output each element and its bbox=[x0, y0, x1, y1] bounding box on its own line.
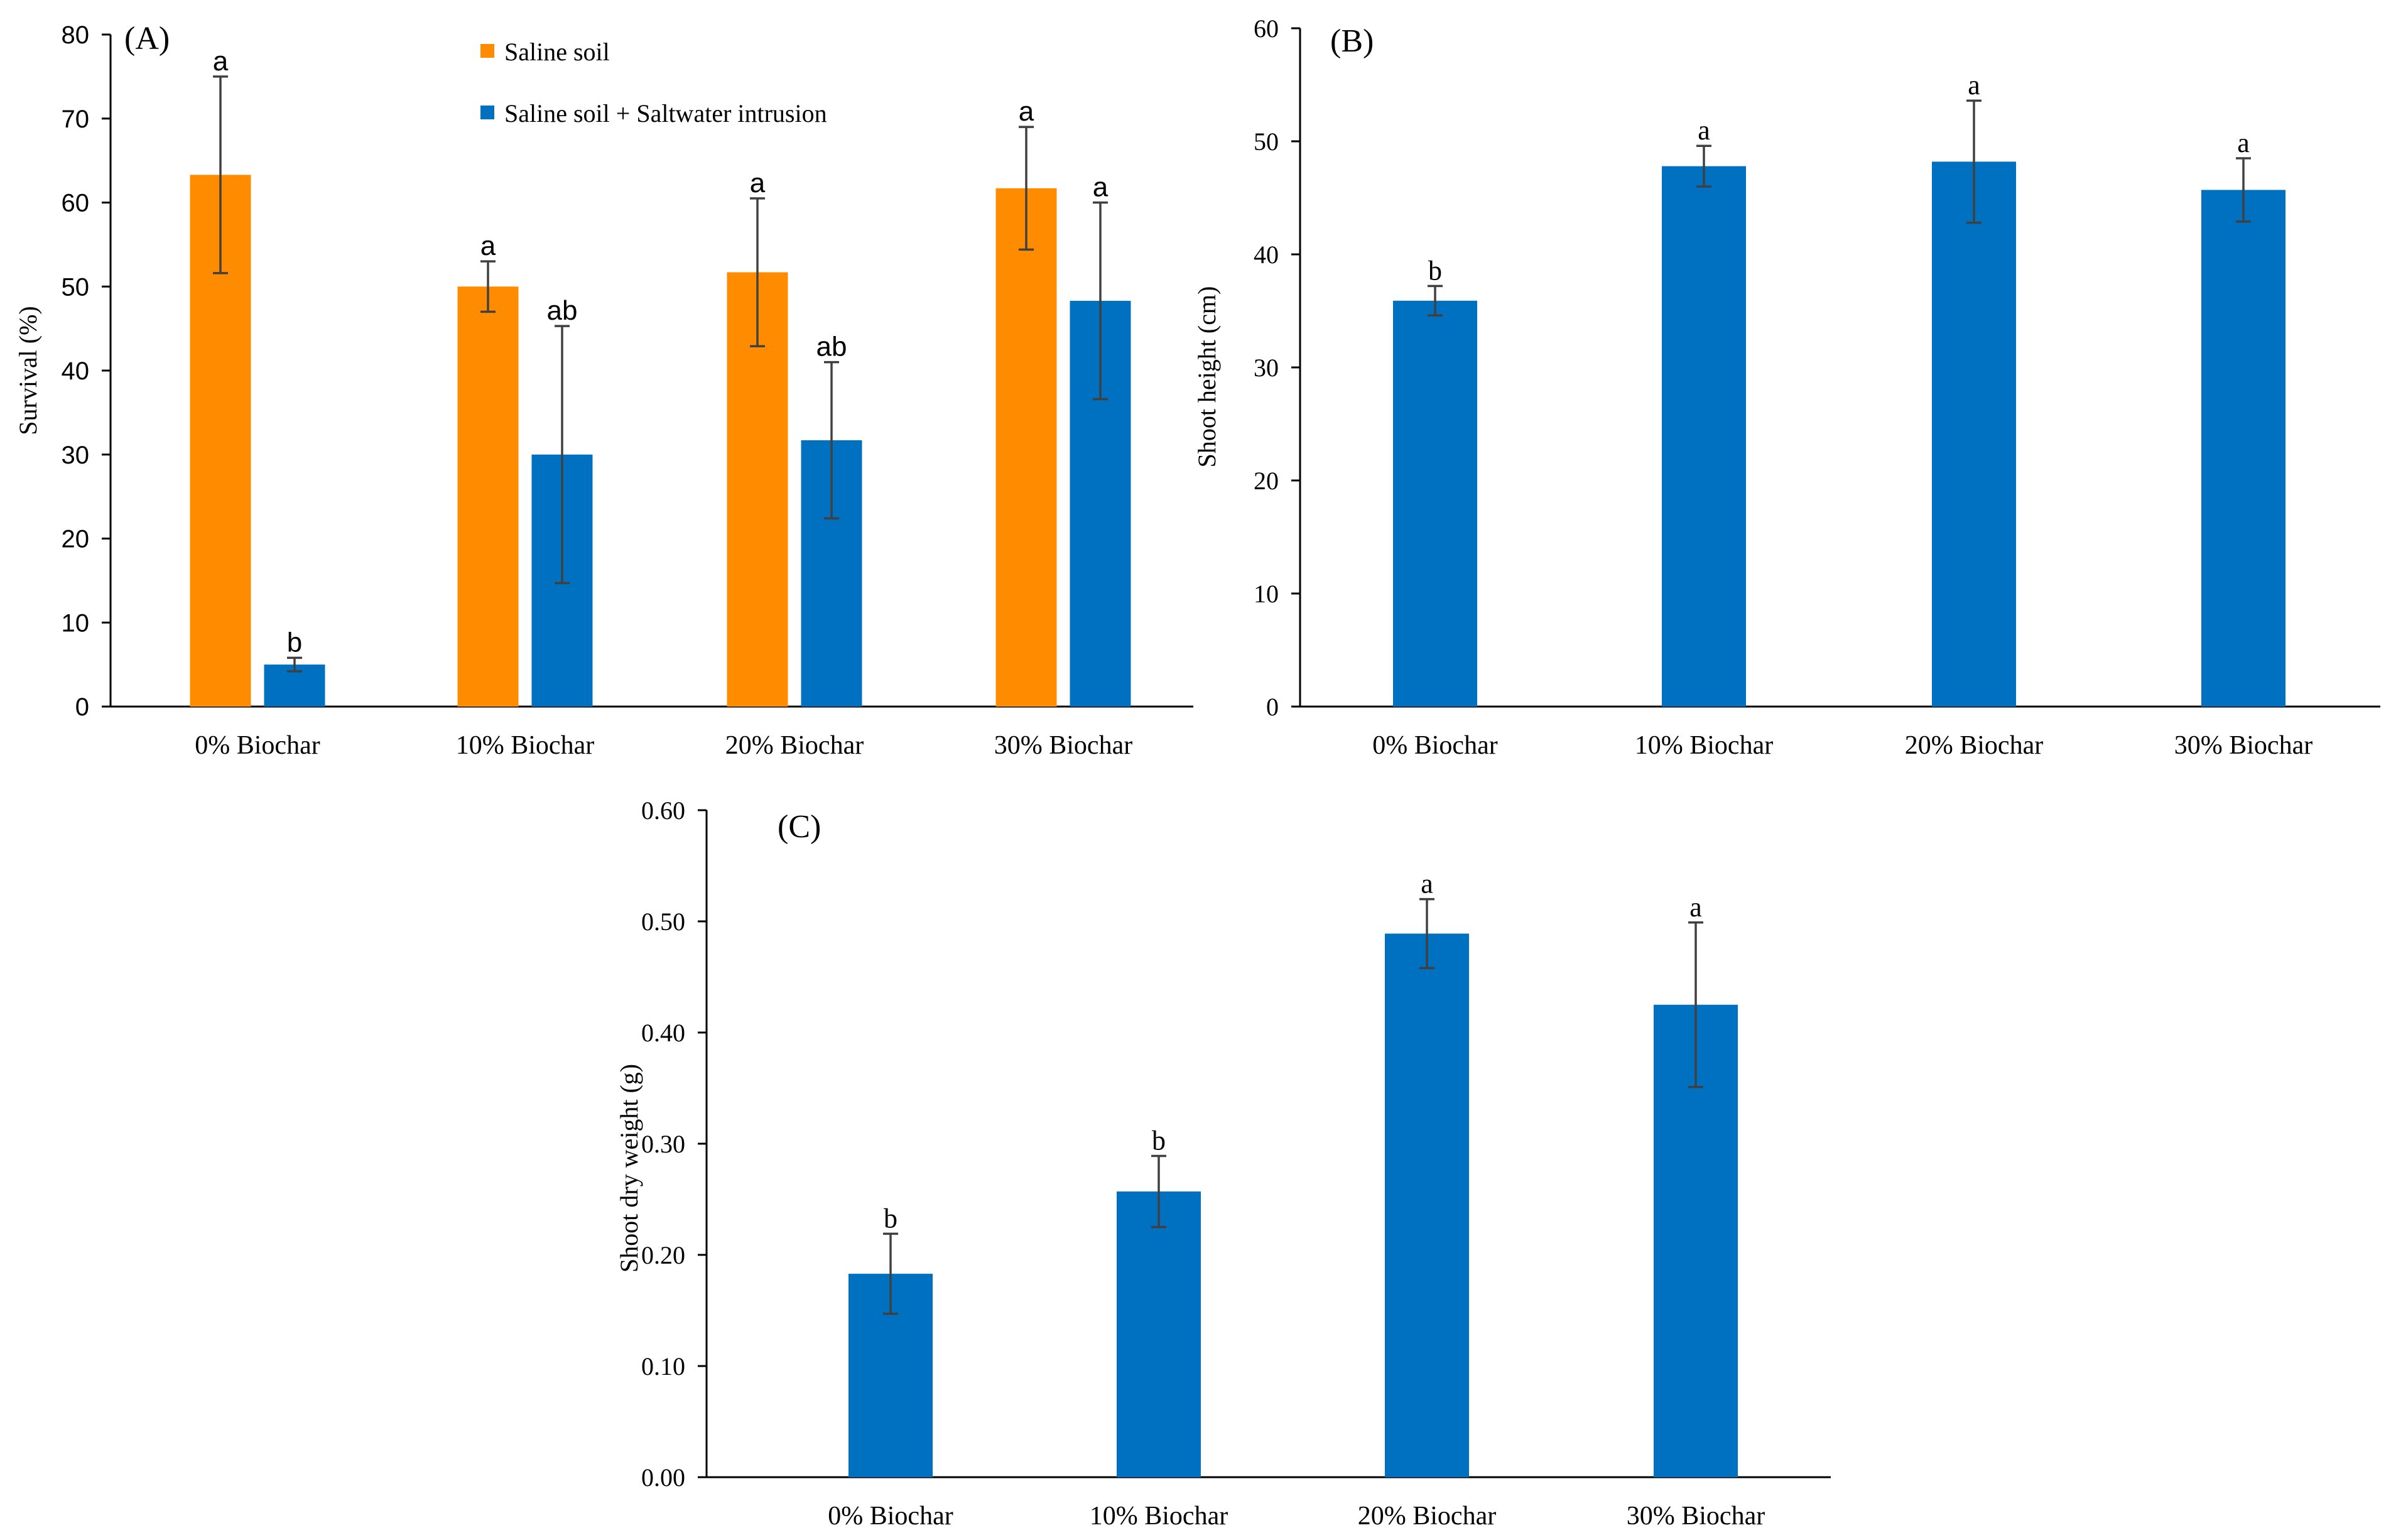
bar bbox=[2201, 190, 2285, 707]
significance-label: ab bbox=[547, 295, 578, 326]
y-tick-label: 40 bbox=[62, 357, 90, 385]
significance-label: a bbox=[2237, 127, 2250, 158]
panel-c-plot: 0.00 0.10 0.20 0.30 0.40 0.50 0.60 0% Biochar 10… bbox=[641, 796, 1831, 1531]
bar bbox=[1393, 300, 1477, 707]
y-tick-label: 30 bbox=[1254, 354, 1279, 382]
bar bbox=[457, 286, 519, 707]
y-tick-label: 0.60 bbox=[641, 796, 685, 825]
significance-label: a bbox=[1421, 869, 1433, 899]
y-tick-label: 0 bbox=[1266, 693, 1279, 721]
panel-b-y-axis-label: Shoot height (cm) bbox=[1193, 286, 1221, 468]
y-tick-label: 10 bbox=[62, 609, 90, 637]
y-tick-label: 20 bbox=[1254, 467, 1279, 495]
x-category-label: 10% Biochar bbox=[1635, 731, 1773, 760]
y-tick-label: 60 bbox=[1254, 14, 1279, 43]
significance-label: a bbox=[1689, 892, 1702, 923]
y-tick-label: 0.30 bbox=[641, 1130, 685, 1158]
significance-label: a bbox=[1698, 115, 1710, 146]
panel-b-plot: 0 10 20 30 40 50 60 0% Biochar 10% Biochar 20% Bi… bbox=[1254, 14, 2380, 760]
panel-a-label: (A) bbox=[124, 21, 170, 57]
significance-label: a bbox=[1968, 70, 1980, 100]
significance-label: a bbox=[1019, 96, 1034, 127]
x-category-label: 20% Biochar bbox=[1905, 731, 2043, 760]
y-tick-label: 50 bbox=[1254, 127, 1279, 156]
x-category-label: 0% Biochar bbox=[195, 731, 320, 760]
significance-label: ab bbox=[816, 332, 847, 362]
y-tick-label: 60 bbox=[62, 190, 90, 217]
bar bbox=[1932, 161, 2016, 707]
significance-label: a bbox=[750, 168, 766, 198]
bar bbox=[1117, 1191, 1201, 1477]
panel-a-y-axis-label: Survival (%) bbox=[14, 306, 42, 435]
panel-c-shoot-dry-weight-chart: (C) Shoot dry weight (g) 0.00 0.10 0.20 0.3… bbox=[615, 796, 1831, 1531]
significance-label: b bbox=[1428, 255, 1442, 286]
significance-label: b bbox=[1152, 1125, 1166, 1156]
legend-label-saline-soil: Saline soil bbox=[504, 38, 610, 66]
x-category-label: 0% Biochar bbox=[828, 1502, 953, 1531]
panel-c-label: (C) bbox=[778, 809, 821, 845]
panel-b-shoot-height-chart: (B) Shoot height (cm) 0 10 20 30 40 50 60 0% Bi… bbox=[1193, 14, 2380, 760]
y-tick-label: 0.00 bbox=[641, 1463, 685, 1492]
y-tick-label: 0.50 bbox=[641, 908, 685, 936]
panel-a-plot: 0 10 20 30 40 50 60 70 80 0% Biochar 10% Biochar 20… bbox=[62, 21, 1193, 760]
y-tick-label: 30 bbox=[62, 442, 90, 469]
significance-label: b bbox=[884, 1203, 897, 1234]
x-category-label: 20% Biochar bbox=[725, 731, 864, 760]
x-category-label: 0% Biochar bbox=[1372, 731, 1497, 760]
panel-b-label: (B) bbox=[1330, 23, 1374, 59]
y-tick-label: 40 bbox=[1254, 241, 1279, 269]
legend-swatch-saline-soil bbox=[480, 44, 494, 58]
y-tick-label: 70 bbox=[62, 106, 90, 133]
significance-label: a bbox=[213, 46, 229, 77]
significance-label: b bbox=[287, 627, 302, 658]
x-category-label: 10% Biochar bbox=[1090, 1502, 1228, 1531]
x-category-label: 30% Biochar bbox=[1627, 1502, 1765, 1531]
x-category-label: 20% Biochar bbox=[1358, 1502, 1496, 1531]
significance-label: a bbox=[1093, 172, 1109, 203]
panel-a-survival-chart: (A) Survival (%) Saline soil Saline soil… bbox=[14, 21, 1193, 760]
panel-c-y-axis-label: Shoot dry weight (g) bbox=[615, 1064, 643, 1272]
x-category-label: 30% Biochar bbox=[994, 731, 1132, 760]
legend-label-saline-intrusion: Saline soil + Saltwater intrusion bbox=[504, 99, 827, 127]
significance-label: a bbox=[480, 230, 496, 261]
x-category-label: 30% Biochar bbox=[2174, 731, 2312, 760]
panel-a-legend: Saline soil Saline soil + Saltwater intr… bbox=[480, 38, 827, 127]
y-tick-label: 80 bbox=[62, 21, 90, 49]
y-tick-label: 0.40 bbox=[641, 1019, 685, 1047]
y-tick-label: 20 bbox=[62, 526, 90, 553]
x-category-label: 10% Biochar bbox=[456, 731, 594, 760]
y-tick-label: 0.10 bbox=[641, 1352, 685, 1380]
legend-swatch-saline-intrusion bbox=[480, 106, 494, 119]
bar bbox=[1385, 933, 1469, 1477]
y-tick-label: 0.20 bbox=[641, 1241, 685, 1269]
bar bbox=[995, 188, 1057, 707]
y-tick-label: 50 bbox=[62, 273, 90, 301]
y-tick-label: 10 bbox=[1254, 580, 1279, 608]
y-tick-label: 0 bbox=[75, 693, 89, 721]
bar bbox=[1662, 166, 1746, 707]
